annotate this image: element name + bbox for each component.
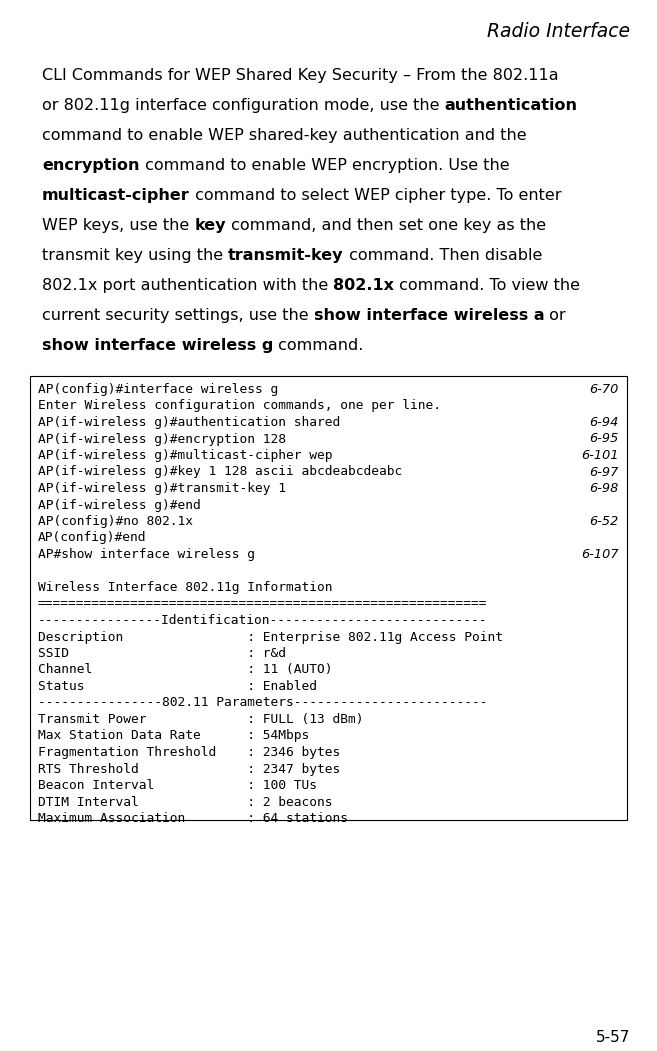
Text: Description                : Enterprise 802.11g Access Point: Description : Enterprise 802.11g Access … [38, 631, 503, 643]
Text: transmit key using the: transmit key using the [42, 248, 228, 263]
Text: Maximum Association        : 64 stations: Maximum Association : 64 stations [38, 812, 348, 825]
Text: command to enable WEP shared-key authentication and the: command to enable WEP shared-key authent… [42, 128, 527, 143]
Text: 802.1x port authentication with the: 802.1x port authentication with the [42, 279, 333, 293]
Text: command to select WEP cipher type. To enter: command to select WEP cipher type. To en… [190, 188, 561, 203]
Text: ----------------802.11 Parameters-------------------------: ----------------802.11 Parameters-------… [38, 697, 487, 709]
Text: AP(if-wireless g)#multicast-cipher wep: AP(if-wireless g)#multicast-cipher wep [38, 449, 332, 462]
Text: AP(if-wireless g)#end: AP(if-wireless g)#end [38, 498, 201, 512]
Text: 6-94: 6-94 [589, 416, 619, 429]
Text: ----------------Identification----------------------------: ----------------Identification----------… [38, 614, 487, 627]
Text: AP(if-wireless g)#encryption 128: AP(if-wireless g)#encryption 128 [38, 433, 286, 446]
Text: Max Station Data Rate      : 54Mbps: Max Station Data Rate : 54Mbps [38, 729, 309, 742]
Text: 6-95: 6-95 [589, 433, 619, 446]
Text: multicast-cipher: multicast-cipher [42, 188, 190, 203]
Text: RTS Threshold              : 2347 bytes: RTS Threshold : 2347 bytes [38, 762, 340, 776]
Text: or: or [545, 308, 566, 323]
Text: Enter Wireless configuration commands, one per line.: Enter Wireless configuration commands, o… [38, 399, 441, 412]
Text: Beacon Interval            : 100 TUs: Beacon Interval : 100 TUs [38, 779, 317, 792]
Text: key: key [194, 218, 226, 233]
Text: 6-52: 6-52 [589, 515, 619, 528]
Text: Status                     : Enabled: Status : Enabled [38, 680, 317, 693]
Text: 802.1x: 802.1x [333, 279, 394, 293]
Text: 6-107: 6-107 [581, 548, 619, 561]
Text: Radio Interface: Radio Interface [487, 22, 630, 41]
Text: command.: command. [273, 338, 364, 353]
Text: 5-57: 5-57 [596, 1030, 630, 1045]
Text: AP(config)#end: AP(config)#end [38, 532, 147, 544]
Text: CLI Commands for WEP Shared Key Security – From the 802.11a: CLI Commands for WEP Shared Key Security… [42, 68, 558, 83]
Text: ==========================================================: ========================================… [38, 598, 487, 611]
Bar [30, 376, 627, 820]
Text: AP#show interface wireless g: AP#show interface wireless g [38, 548, 255, 561]
Text: authentication: authentication [445, 98, 578, 114]
Text: AP(if-wireless g)#transmit-key 1: AP(if-wireless g)#transmit-key 1 [38, 482, 286, 495]
Text: DTIM Interval              : 2 beacons: DTIM Interval : 2 beacons [38, 796, 332, 808]
Text: AP(if-wireless g)#authentication shared: AP(if-wireless g)#authentication shared [38, 416, 340, 429]
Text: command. To view the: command. To view the [394, 279, 580, 293]
Text: 6-98: 6-98 [589, 482, 619, 495]
Text: command. Then disable: command. Then disable [344, 248, 542, 263]
Text: command, and then set one key as the: command, and then set one key as the [226, 218, 546, 233]
Text: AP(config)#no 802.1x: AP(config)#no 802.1x [38, 515, 193, 528]
Text: AP(config)#interface wireless g: AP(config)#interface wireless g [38, 383, 279, 396]
Text: or 802.11g interface configuration mode, use the: or 802.11g interface configuration mode,… [42, 98, 445, 114]
Text: Channel                    : 11 (AUTO): Channel : 11 (AUTO) [38, 663, 332, 677]
Text: transmit-key: transmit-key [228, 248, 344, 263]
Text: Transmit Power             : FULL (13 dBm): Transmit Power : FULL (13 dBm) [38, 713, 363, 726]
Text: 6-70: 6-70 [589, 383, 619, 396]
Text: 6-101: 6-101 [581, 449, 619, 462]
Text: Wireless Interface 802.11g Information: Wireless Interface 802.11g Information [38, 581, 332, 594]
Text: show interface wireless a: show interface wireless a [314, 308, 545, 323]
Text: AP(if-wireless g)#key 1 128 ascii abcdeabcdeabc: AP(if-wireless g)#key 1 128 ascii abcdea… [38, 466, 402, 478]
Text: Fragmentation Threshold    : 2346 bytes: Fragmentation Threshold : 2346 bytes [38, 746, 340, 759]
Text: command to enable WEP encryption. Use the: command to enable WEP encryption. Use th… [139, 158, 509, 173]
Text: 6-97: 6-97 [589, 466, 619, 478]
Text: show interface wireless g: show interface wireless g [42, 338, 273, 353]
Text: SSID                       : r&d: SSID : r&d [38, 647, 286, 660]
Text: encryption: encryption [42, 158, 139, 173]
Text: WEP keys, use the: WEP keys, use the [42, 218, 194, 233]
Text: current security settings, use the: current security settings, use the [42, 308, 314, 323]
